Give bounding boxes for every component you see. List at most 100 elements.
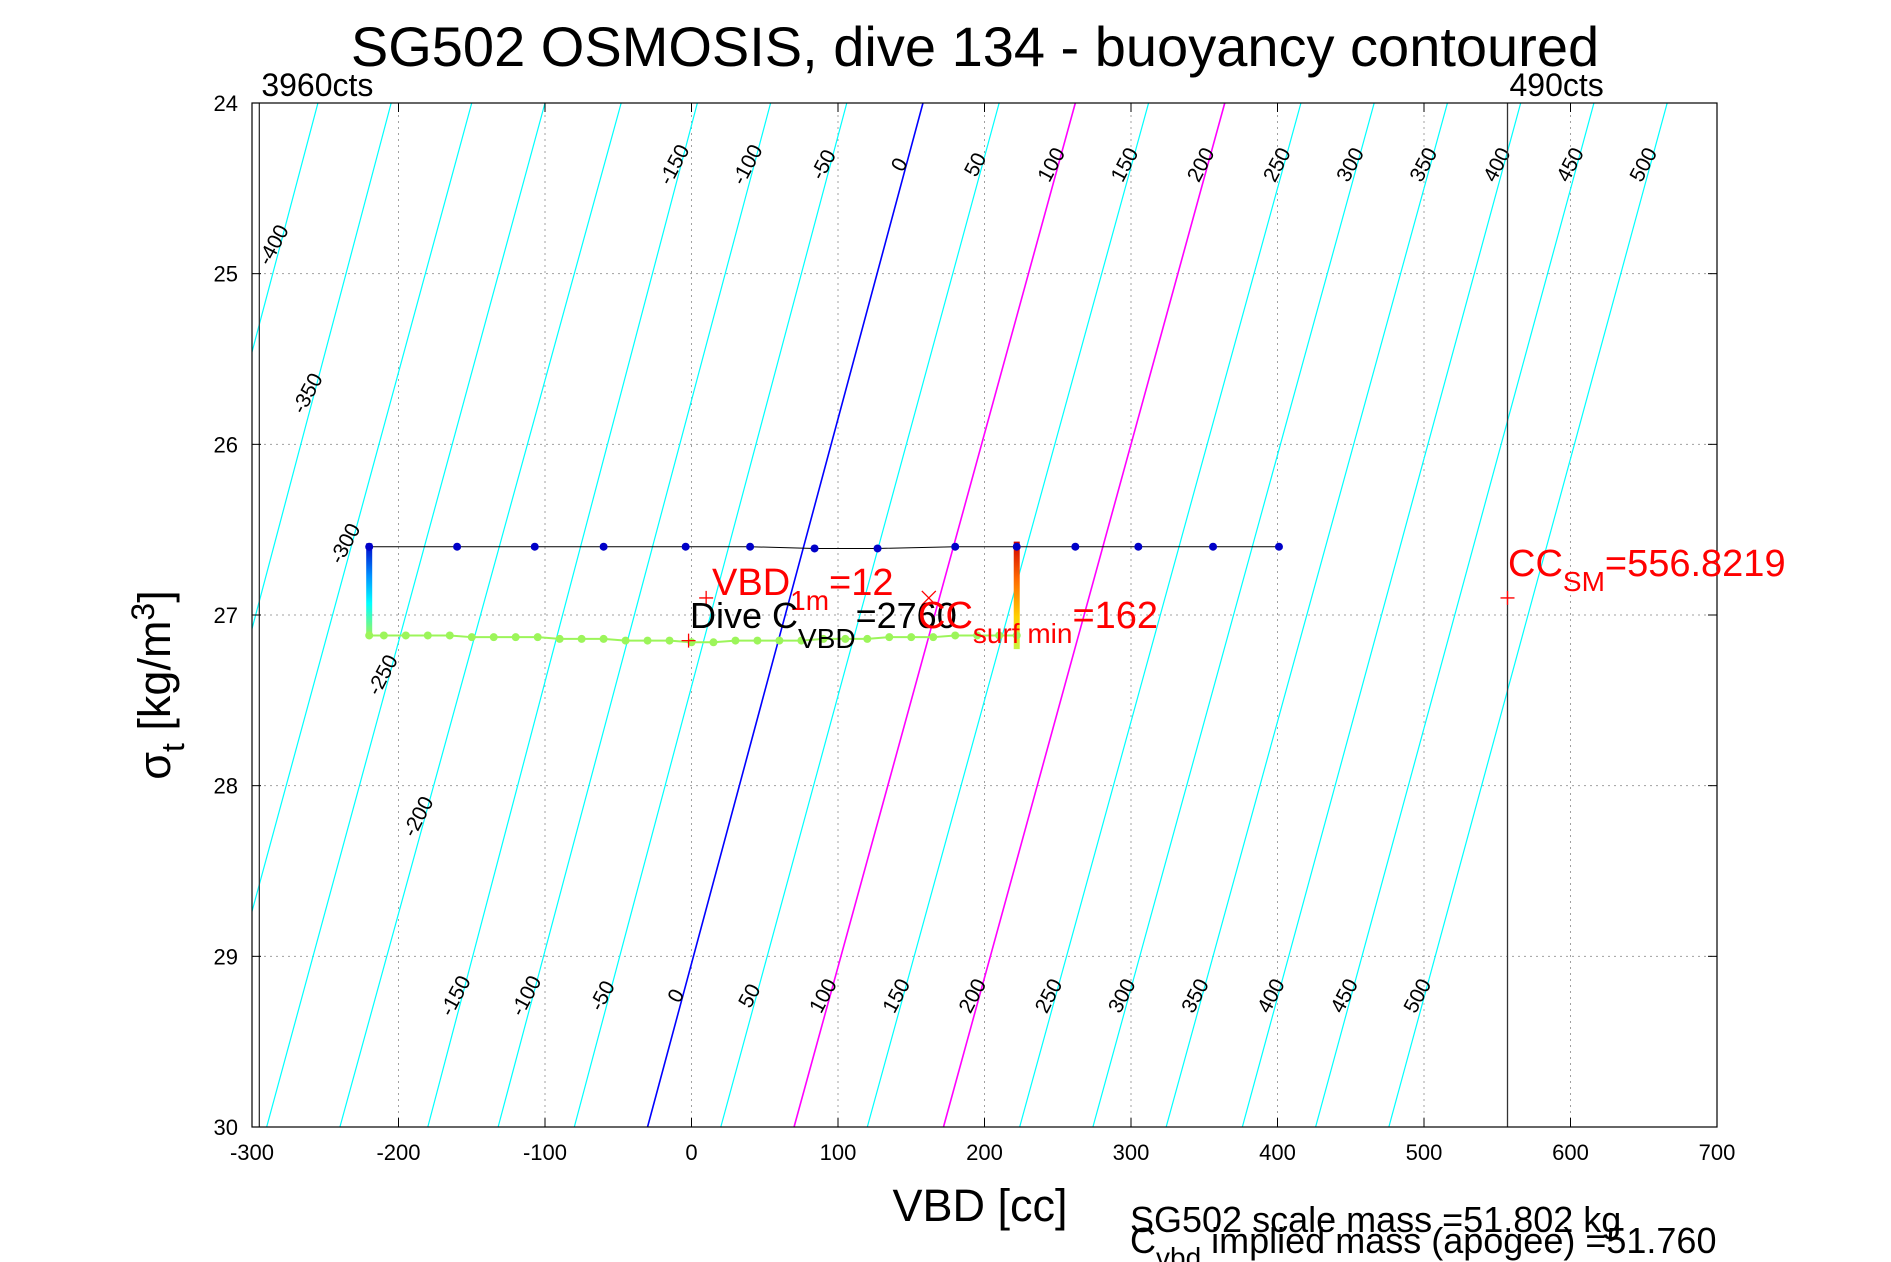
track-bottom-point bbox=[841, 634, 850, 643]
y-tick-label: 29 bbox=[214, 944, 238, 969]
track-bottom-point bbox=[577, 634, 586, 643]
contour-label-top-100: 100 bbox=[1033, 144, 1070, 186]
ascent-segment bbox=[1013, 541, 1020, 650]
counts-label-0: 3960cts bbox=[261, 67, 373, 103]
track-bottom-point bbox=[863, 634, 872, 643]
x-tick-label: 100 bbox=[820, 1140, 857, 1165]
y-tick-label: 26 bbox=[214, 432, 238, 457]
contour-line-0 bbox=[646, 103, 924, 1127]
implied-mass-text: Cvbd implied mass (apogee) =51.760 bbox=[1130, 1220, 1716, 1262]
x-tick-label: 600 bbox=[1552, 1140, 1589, 1165]
contour-label-bottom-250: 250 bbox=[1031, 975, 1068, 1017]
y-axis-label-units: [kg/m bbox=[129, 621, 180, 744]
dive-track bbox=[365, 541, 1283, 650]
contour-line-50 bbox=[720, 103, 1000, 1127]
scale-mass-text: SG502 scale mass =51.802 kg bbox=[1130, 1199, 1621, 1240]
track-bottom-point bbox=[731, 636, 740, 645]
contour-line--100 bbox=[497, 103, 772, 1127]
contour-label-top-50: 50 bbox=[960, 149, 991, 180]
counts-markers: 3960cts 490cts bbox=[258, 67, 1604, 1127]
ccsurf-sub: surf min bbox=[973, 618, 1073, 649]
track-bottom-point bbox=[423, 631, 432, 640]
x-tick-label: -300 bbox=[230, 1140, 274, 1165]
contour-line--150 bbox=[427, 103, 698, 1127]
contour-label-left--300: -300 bbox=[325, 520, 365, 568]
contour-line--200 bbox=[339, 103, 622, 1127]
annotation-cc-surf: CCsurf min=162 bbox=[918, 595, 1158, 649]
counts-label-1: 490cts bbox=[1510, 67, 1604, 103]
contour-labels: -150 -100 -50 0 50 100 150 200 250 300 350 400 450 50… bbox=[254, 141, 1662, 1020]
track-top-point bbox=[1274, 542, 1283, 551]
vbd1m-sub: 1m bbox=[790, 585, 829, 616]
contour-label-bottom-150: 150 bbox=[878, 975, 915, 1017]
y-tick-label: 28 bbox=[214, 774, 238, 799]
track-bottom-point bbox=[709, 638, 718, 647]
track-bottom-point bbox=[665, 636, 674, 645]
contour-line-200 bbox=[942, 103, 1226, 1127]
contour-line-250 bbox=[1019, 103, 1302, 1127]
track-bottom-point bbox=[533, 633, 542, 642]
x-tick-label: 300 bbox=[1113, 1140, 1150, 1165]
contour-label-left--200: -200 bbox=[399, 793, 439, 841]
y-tick-label: 30 bbox=[214, 1115, 238, 1140]
track-bottom-point bbox=[885, 633, 894, 642]
contour-label-bottom-50: 50 bbox=[734, 980, 765, 1011]
track-bottom-point bbox=[775, 636, 784, 645]
track-top-point bbox=[810, 544, 819, 553]
contour-label-top-450: 450 bbox=[1552, 144, 1589, 186]
track-bottom-point bbox=[555, 634, 564, 643]
track-bottom-point bbox=[907, 633, 916, 642]
contour-line-500 bbox=[1388, 103, 1668, 1127]
track-bottom-point bbox=[621, 636, 630, 645]
track-bottom-point bbox=[797, 636, 806, 645]
contour-label-bottom-300: 300 bbox=[1104, 975, 1141, 1017]
contour-label-bottom--150: -150 bbox=[436, 972, 476, 1020]
track-bottom-point bbox=[445, 631, 454, 640]
y-axis-label-sup: 3 bbox=[125, 603, 161, 621]
track-top-point bbox=[365, 542, 374, 551]
track-bottom-point bbox=[511, 633, 520, 642]
track-top-point bbox=[746, 542, 755, 551]
contour-line-100 bbox=[793, 103, 1077, 1127]
track-bottom-point bbox=[599, 634, 608, 643]
chart-title: SG502 OSMOSIS, dive 134 - buoyancy conto… bbox=[351, 15, 1599, 78]
y-tick-label: 25 bbox=[214, 262, 238, 287]
svg-text:Dive CVBD=2760: Dive CVBD=2760 bbox=[690, 595, 957, 654]
svg-text:VBD1m=12: VBD1m=12 bbox=[712, 562, 894, 616]
svg-text:Cvbd implied mass (apogee) =51: Cvbd implied mass (apogee) =51.760 bbox=[1130, 1220, 1716, 1262]
contour-label-bottom-500: 500 bbox=[1400, 975, 1437, 1017]
x-tick-label: 200 bbox=[966, 1140, 1003, 1165]
track-bottom-point bbox=[379, 631, 388, 640]
y-axis-label: σt [kg/m3] bbox=[125, 590, 191, 780]
contour-label-bottom--50: -50 bbox=[585, 977, 620, 1015]
y-tick-label: 24 bbox=[214, 91, 238, 116]
track-bottom-point bbox=[951, 631, 960, 640]
track-bottom-point bbox=[929, 633, 938, 642]
contour-label-bottom-400: 400 bbox=[1253, 975, 1290, 1017]
track-top-point bbox=[681, 542, 690, 551]
contour-line--300 bbox=[252, 103, 473, 914]
svg-text:σt [kg/m3]: σt [kg/m3] bbox=[125, 590, 191, 780]
dive-c-sub: VBD bbox=[798, 623, 856, 654]
ccsurf-tail: =162 bbox=[1072, 595, 1158, 637]
y-axis-label-sigma: σ bbox=[129, 752, 180, 780]
x-tick-label: 700 bbox=[1699, 1140, 1736, 1165]
track-bottom-point bbox=[995, 631, 1004, 640]
contour-line-400 bbox=[1241, 103, 1522, 1127]
x-tick-label: -100 bbox=[523, 1140, 567, 1165]
track-bottom-point bbox=[819, 634, 828, 643]
contour-label-left--350: -350 bbox=[288, 370, 328, 418]
vbd1m-main: VBD bbox=[712, 562, 790, 604]
ccsurf-main: CC bbox=[918, 595, 973, 637]
contour-line-450 bbox=[1315, 103, 1595, 1127]
contour-line--50 bbox=[573, 103, 848, 1127]
track-bottom-point bbox=[643, 636, 652, 645]
marker-x-2 bbox=[921, 590, 937, 606]
annotation-dive-c: Dive CVBD=2760 bbox=[690, 595, 957, 654]
contour-label-top-250: 250 bbox=[1259, 144, 1296, 186]
contour-label-top-350: 350 bbox=[1406, 144, 1443, 186]
track-top-point bbox=[951, 542, 960, 551]
marker-plus-0 bbox=[699, 590, 714, 605]
svg-text:CCsurf min=162: CCsurf min=162 bbox=[918, 595, 1158, 649]
